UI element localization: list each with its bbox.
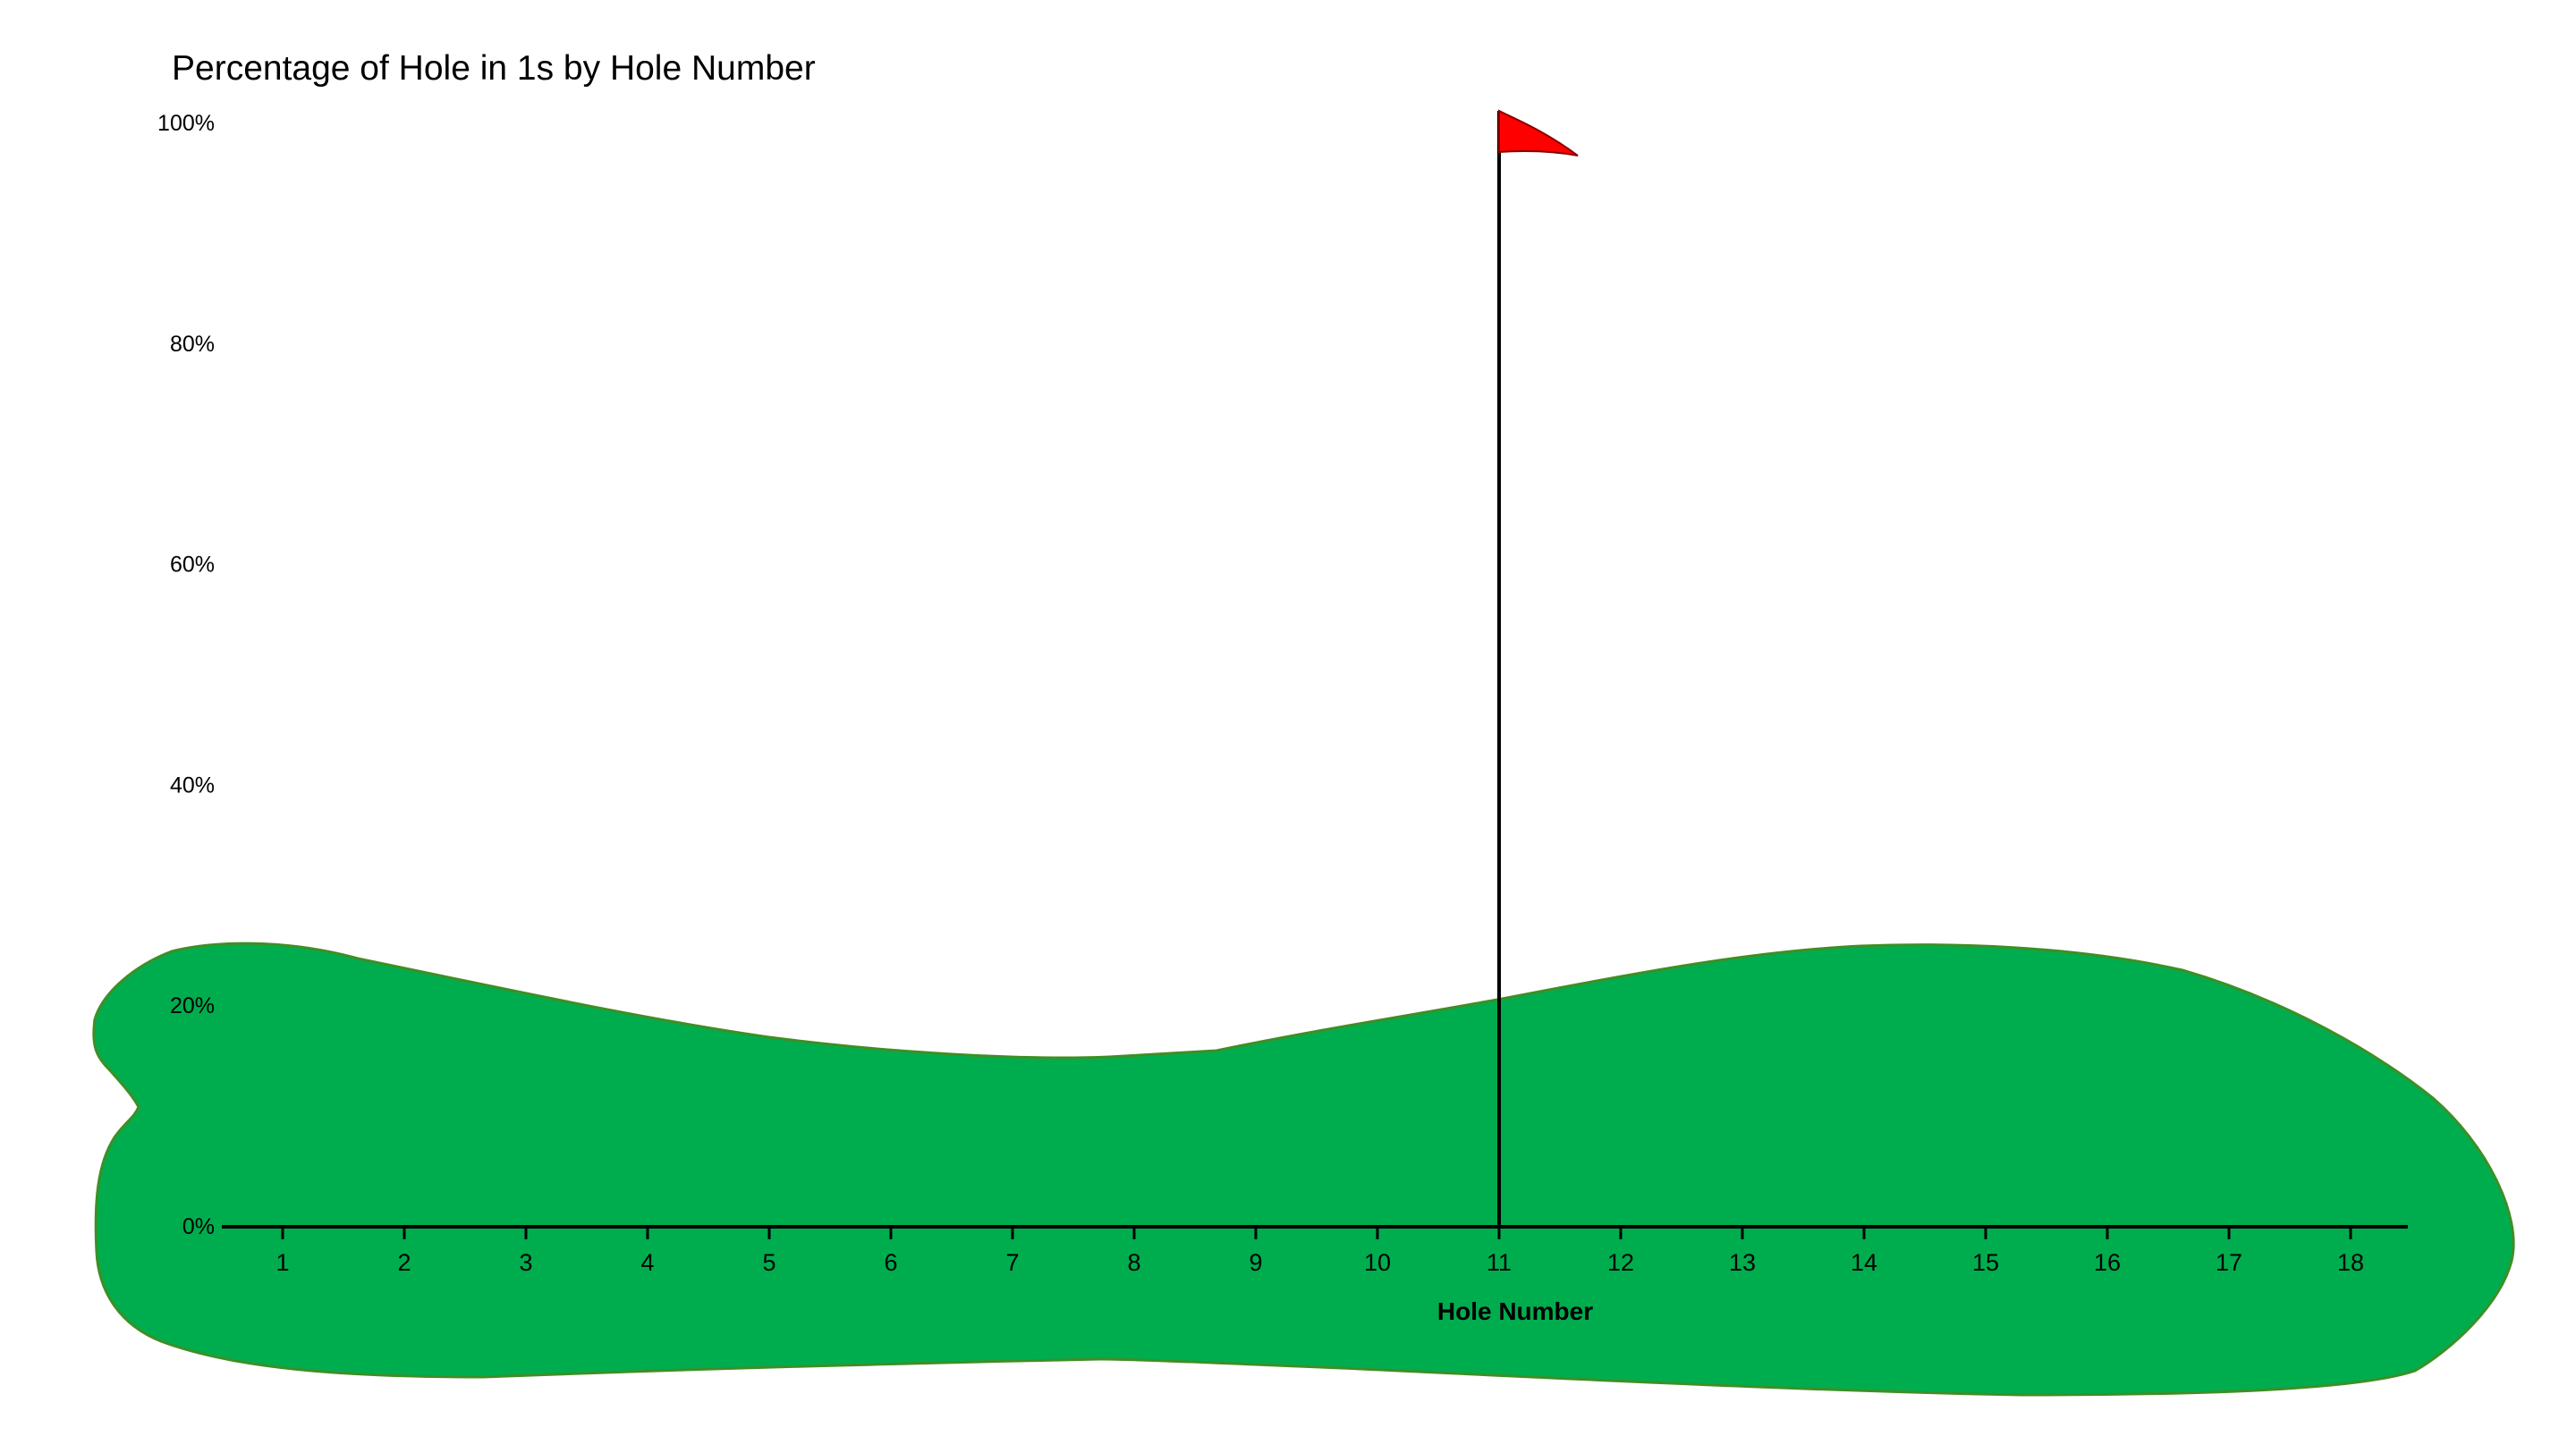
putting-green-shape bbox=[92, 942, 2515, 1397]
x-tick-label: 3 bbox=[519, 1249, 532, 1276]
y-tick-label: 60% bbox=[170, 553, 215, 578]
x-tick-label: 2 bbox=[397, 1249, 411, 1276]
x-tick-label: 7 bbox=[1005, 1249, 1019, 1276]
x-tick-label: 16 bbox=[2094, 1249, 2121, 1276]
y-axis-ticks: 0% 20% 40% 60% 80% 100% bbox=[157, 111, 215, 1239]
x-axis-ticks: 1 2 3 4 5 6 7 8 9 10 11 12 13 14 15 16 17 18 bbox=[275, 1227, 2364, 1276]
x-axis-label: Hole Number bbox=[1437, 1297, 1593, 1325]
x-tick-label: 15 bbox=[1972, 1249, 1999, 1276]
x-tick-label: 4 bbox=[640, 1249, 654, 1276]
x-tick-label: 18 bbox=[2337, 1249, 2364, 1276]
x-tick-label: 8 bbox=[1127, 1249, 1140, 1276]
flag-pennant bbox=[1498, 109, 1579, 156]
y-tick-label: 100% bbox=[157, 111, 215, 136]
y-tick-label: 0% bbox=[182, 1214, 215, 1239]
x-tick-label: 11 bbox=[1487, 1249, 1512, 1276]
x-tick-label: 10 bbox=[1364, 1249, 1391, 1276]
x-tick-label: 5 bbox=[762, 1249, 775, 1276]
x-tick-label: 13 bbox=[1729, 1249, 1756, 1276]
x-tick-label: 1 bbox=[275, 1249, 289, 1276]
x-tick-label: 14 bbox=[1851, 1249, 1877, 1276]
chart-title: Percentage of Hole in 1s by Hole Number bbox=[172, 49, 816, 88]
x-tick-label: 17 bbox=[2216, 1249, 2242, 1276]
y-tick-label: 80% bbox=[170, 332, 215, 357]
x-tick-label: 6 bbox=[884, 1249, 897, 1276]
x-tick-label: 12 bbox=[1607, 1249, 1634, 1276]
x-tick-label: 9 bbox=[1249, 1249, 1262, 1276]
y-tick-label: 20% bbox=[170, 993, 215, 1018]
hole-flag-marker bbox=[1497, 109, 1579, 1227]
y-tick-label: 40% bbox=[170, 773, 215, 798]
